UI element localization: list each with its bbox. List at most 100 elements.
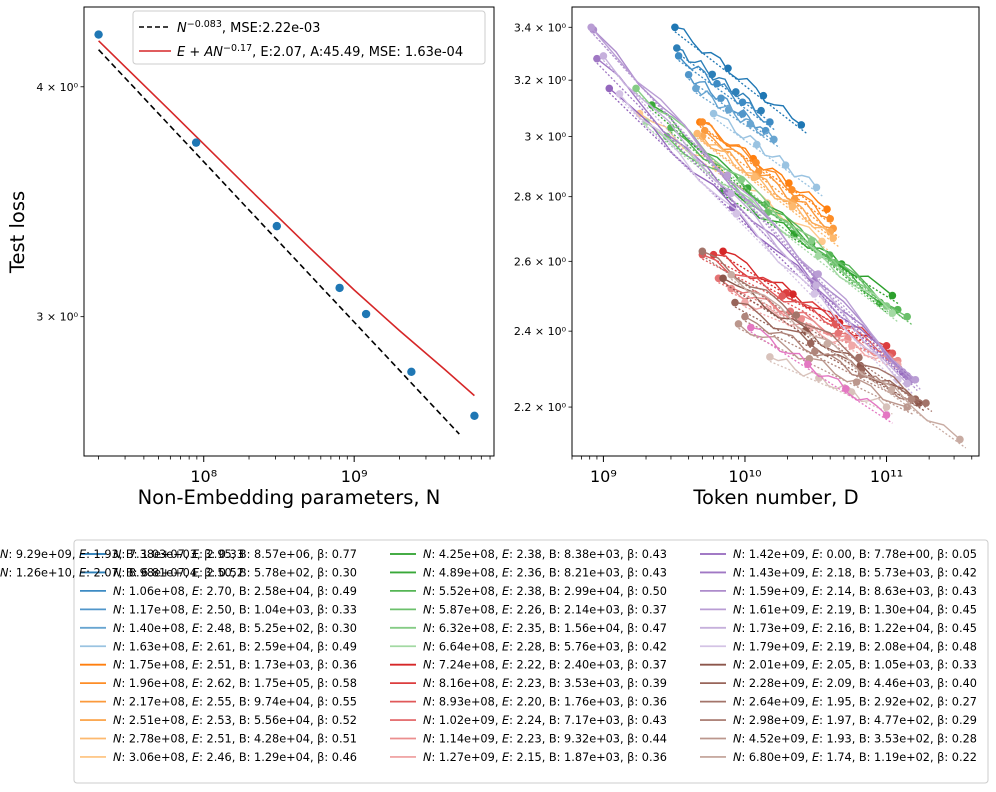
loss-curve-point bbox=[750, 173, 759, 182]
fit-legend-label: N: 1.43e+09, E: 2.18, B: 5.73e+03, β: 0.… bbox=[733, 566, 977, 579]
measured-loss-point bbox=[191, 138, 201, 147]
loss-curve-point bbox=[673, 44, 681, 52]
legend-entry-power-law: N−0.083, MSE:2.22e-03 bbox=[177, 19, 320, 36]
loss-curve-point bbox=[887, 386, 896, 394]
loss-fit-dotted-line bbox=[702, 258, 899, 362]
loss-curve-point bbox=[826, 214, 834, 223]
loss-curve-line bbox=[744, 316, 912, 400]
fit-legend-entry: N: 8.98e+07, E: 2.50, B: 5.78e+02, β: 0.… bbox=[80, 566, 357, 579]
fit-legend-label: N: 6.80e+09, E: 1.74, B: 1.19e+02, β: 0.… bbox=[733, 751, 977, 764]
fit-legend-label: N: 1.42e+09, E: 0.00, B: 7.78e+00, β: 0.… bbox=[733, 548, 977, 561]
loss-curve-group bbox=[698, 247, 933, 413]
loss-curve-point bbox=[804, 360, 812, 369]
loss-curve-line bbox=[769, 356, 888, 408]
loss-curve-point bbox=[922, 399, 930, 407]
loss-curve-point bbox=[719, 247, 727, 256]
loss-curve-point bbox=[727, 271, 736, 279]
loss-fit-dotted-line bbox=[688, 78, 772, 140]
loss-curve-line bbox=[704, 130, 834, 230]
loss-curve-point bbox=[743, 184, 752, 192]
loss-curve-group bbox=[615, 90, 905, 391]
loss-curve-line bbox=[618, 93, 899, 381]
loss-curve-point bbox=[693, 129, 702, 138]
fit-legend-entry: N: 1.59e+09, E: 2.14, B: 8.63e+03, β: 0.… bbox=[700, 585, 977, 598]
loss-curve-point bbox=[829, 234, 837, 242]
fit-legend-label: N: 2.28e+09, E: 2.09, B: 4.46e+03, β: 0.… bbox=[733, 677, 977, 690]
fit-legend-entry: N: 6.64e+08, E: 2.28, B: 5.76e+03, β: 0.… bbox=[390, 640, 667, 653]
loss-curve-group bbox=[698, 118, 837, 229]
fit-legend-entry: N: 2.78e+08, E: 2.51, B: 4.28e+04, β: 0.… bbox=[80, 733, 357, 746]
fit-legend-label: N: 2.17e+08, E: 2.55, B: 9.74e+04, β: 0.… bbox=[113, 696, 357, 709]
fit-legend-entry: N: 1.26e+10, E: 2.07, B: 6.81e+04, β: 0.… bbox=[0, 566, 244, 579]
loss-curve-point bbox=[593, 54, 601, 63]
fit-legend-label: N: 4.52e+09, E: 1.93, B: 3.53e+02, β: 0.… bbox=[733, 733, 977, 746]
loss-curve-point bbox=[766, 118, 774, 126]
loss-curve-point bbox=[674, 52, 683, 60]
fit-legend-entry: N: 1.42e+09, E: 0.00, B: 7.78e+00, β: 0.… bbox=[700, 548, 977, 561]
loss-curve-point bbox=[700, 126, 709, 135]
fit-legend-entry: N: 1.61e+09, E: 2.19, B: 1.30e+04, β: 0.… bbox=[700, 603, 977, 616]
fit-legend-entry: N: 5.52e+08, E: 2.38, B: 2.99e+04, β: 0.… bbox=[390, 585, 667, 598]
loss-curve-point bbox=[834, 329, 843, 338]
fit-legend-label: N: 1.14e+09, E: 2.23, B: 9.32e+03, β: 0.… bbox=[423, 733, 667, 746]
loss-curve-point bbox=[888, 291, 897, 300]
loss-curve-point bbox=[757, 106, 765, 115]
right-x-axis-label: Token number, D bbox=[692, 486, 858, 509]
fit-legend-entry: N: 1.96e+08, E: 2.62, B: 1.75e+05, β: 0.… bbox=[80, 677, 357, 690]
fit-legend-entry: N: 1.43e+09, E: 2.18, B: 5.73e+03, β: 0.… bbox=[700, 566, 977, 579]
fit-legend-label: N: 3.06e+08, E: 2.46, B: 1.29e+04, β: 0.… bbox=[113, 751, 357, 764]
loss-curve-point bbox=[956, 435, 964, 444]
fit-legend-label: N: 2.78e+08, E: 2.51, B: 4.28e+04, β: 0.… bbox=[113, 733, 357, 746]
loss-curve-point bbox=[648, 101, 656, 109]
loss-curve-point bbox=[709, 109, 718, 118]
right-x-tick-label: 10¹¹ bbox=[870, 467, 903, 486]
loss-curve-group bbox=[587, 23, 922, 391]
loss-curve-point bbox=[766, 353, 774, 361]
left-y-axis-label: Test loss bbox=[6, 191, 29, 274]
measured-loss-point bbox=[470, 411, 479, 421]
fit-legend-entry: N: 8.93e+08, E: 2.20, B: 1.76e+03, β: 0.… bbox=[390, 696, 667, 709]
loss-curve-point bbox=[882, 403, 891, 411]
fit-legend-entry: N: 1.27e+09, E: 2.15, B: 1.87e+03, β: 0.… bbox=[390, 751, 667, 764]
loss-curve-point bbox=[738, 110, 747, 118]
loss-fit-dotted-line bbox=[670, 131, 905, 320]
loss-curve-point bbox=[903, 312, 912, 321]
loss-curve-point bbox=[724, 106, 733, 114]
loss-curve-point bbox=[727, 284, 736, 293]
fit-legend-label: N: 1.06e+08, E: 2.70, B: 2.58e+04, β: 0.… bbox=[113, 585, 357, 598]
right-y-tick-label: 2.6 × 10⁰ bbox=[514, 255, 567, 268]
loss-curve-point bbox=[759, 91, 768, 100]
loss-fit-dotted-line bbox=[718, 282, 896, 365]
loss-curve-point bbox=[814, 270, 822, 278]
loss-curve-line bbox=[602, 55, 908, 385]
loss-curve-point bbox=[738, 98, 747, 107]
loss-curve-point bbox=[770, 135, 778, 144]
loss-curve-point bbox=[632, 84, 640, 93]
loss-curve-point bbox=[732, 88, 740, 96]
loss-curve-line bbox=[713, 112, 818, 188]
loss-curve-point bbox=[789, 290, 797, 298]
loss-fit-dotted-line bbox=[750, 331, 893, 424]
loss-curve-point bbox=[810, 290, 819, 298]
fit-legend-entry: N: 9.29e+09, E: 1.93, B: 1.03e+03, β: 0.… bbox=[0, 548, 244, 561]
fit-legend-label: N: 1.96e+08, E: 2.62, B: 1.75e+05, β: 0.… bbox=[113, 677, 357, 690]
loss-curve-point bbox=[708, 70, 717, 79]
loss-curve-point bbox=[788, 202, 797, 211]
loss-curve-point bbox=[807, 236, 816, 245]
loss-fit-dotted-line bbox=[738, 327, 914, 415]
loss-curve-point bbox=[882, 342, 891, 350]
fit-legend-label: N: 1.02e+09, E: 2.24, B: 7.17e+03, β: 0.… bbox=[423, 714, 667, 727]
fit-legend-label: N: 9.29e+09, E: 1.93, B: 1.03e+03, β: 0.… bbox=[0, 548, 244, 561]
fit-legend-entry: N: 1.17e+08, E: 2.50, B: 1.04e+03, β: 0.… bbox=[80, 603, 357, 616]
right-y-tick-label: 2.4 × 10⁰ bbox=[514, 325, 567, 338]
fit-legend-entry: N: 8.16e+08, E: 2.23, B: 3.53e+03, β: 0.… bbox=[390, 677, 667, 690]
loss-curve-point bbox=[762, 200, 770, 208]
fit-legend-label: N: 4.25e+08, E: 2.38, B: 8.38e+03, β: 0.… bbox=[423, 548, 667, 561]
fit-legend-entry: N: 2.17e+08, E: 2.55, B: 9.74e+04, β: 0.… bbox=[80, 696, 357, 709]
loss-fit-dotted-line bbox=[590, 31, 922, 391]
loss-curve-point bbox=[605, 84, 614, 93]
fit-legend-entry: N: 2.98e+09, E: 1.97, B: 4.77e+02, β: 0.… bbox=[700, 714, 977, 727]
fit-legend-entry: N: 7.24e+08, E: 2.22, B: 2.40e+03, β: 0.… bbox=[390, 659, 667, 672]
loss-curve-point bbox=[746, 120, 755, 128]
fit-legend-entry: N: 2.01e+09, E: 2.05, B: 1.05e+03, β: 0.… bbox=[700, 659, 977, 672]
